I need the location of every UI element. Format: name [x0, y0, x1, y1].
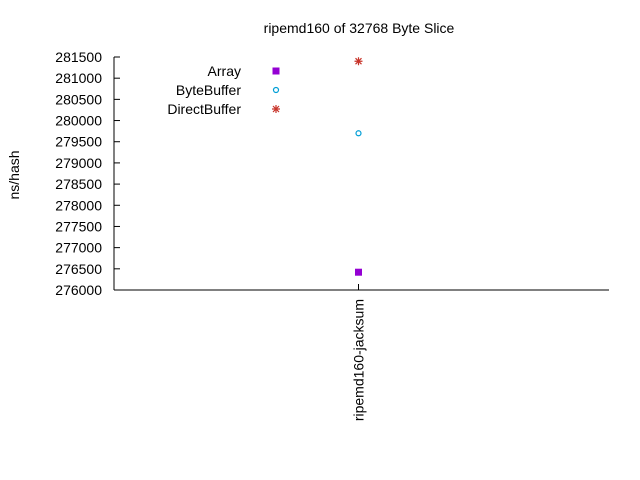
y-tick-label: 278000	[55, 197, 102, 213]
legend: Array ByteBuffer DirectBuffer	[167, 63, 280, 117]
y-tick-label: 281500	[55, 49, 102, 65]
legend-label: Array	[208, 63, 241, 79]
y-tick-label: 279000	[55, 155, 102, 171]
data-point	[355, 268, 362, 276]
legend-marker	[272, 105, 280, 113]
y-tick-label: 277500	[55, 218, 102, 234]
legend-marker	[272, 67, 280, 75]
y-axis-ticks: 276000 276500 277000 277500 278000 278500 2790…	[55, 49, 120, 298]
plot-axes	[113, 57, 609, 291]
y-axis-label: ns/hash	[6, 150, 22, 199]
legend-label: ByteBuffer	[176, 82, 241, 98]
x-tick-label: ripemd160-jacksum	[351, 299, 367, 421]
legend-marker	[272, 86, 280, 94]
y-tick-label: 276500	[55, 261, 102, 277]
data-point	[355, 130, 362, 137]
y-tick-label: 278500	[55, 176, 102, 192]
y-tick-label: 276000	[55, 282, 102, 298]
y-tick-label: 280500	[55, 91, 102, 107]
y-tick-label: 280000	[55, 113, 102, 129]
chart-title: ripemd160 of 32768 Byte Slice	[264, 20, 455, 36]
y-tick-label: 279500	[55, 134, 102, 150]
data-point	[354, 57, 363, 66]
y-tick-label: 281000	[55, 70, 102, 86]
x-axis-ticks: ripemd160-jacksum	[351, 284, 367, 421]
y-tick-label: 277000	[55, 240, 102, 256]
data-points	[354, 57, 363, 276]
legend-label: DirectBuffer	[167, 101, 241, 117]
